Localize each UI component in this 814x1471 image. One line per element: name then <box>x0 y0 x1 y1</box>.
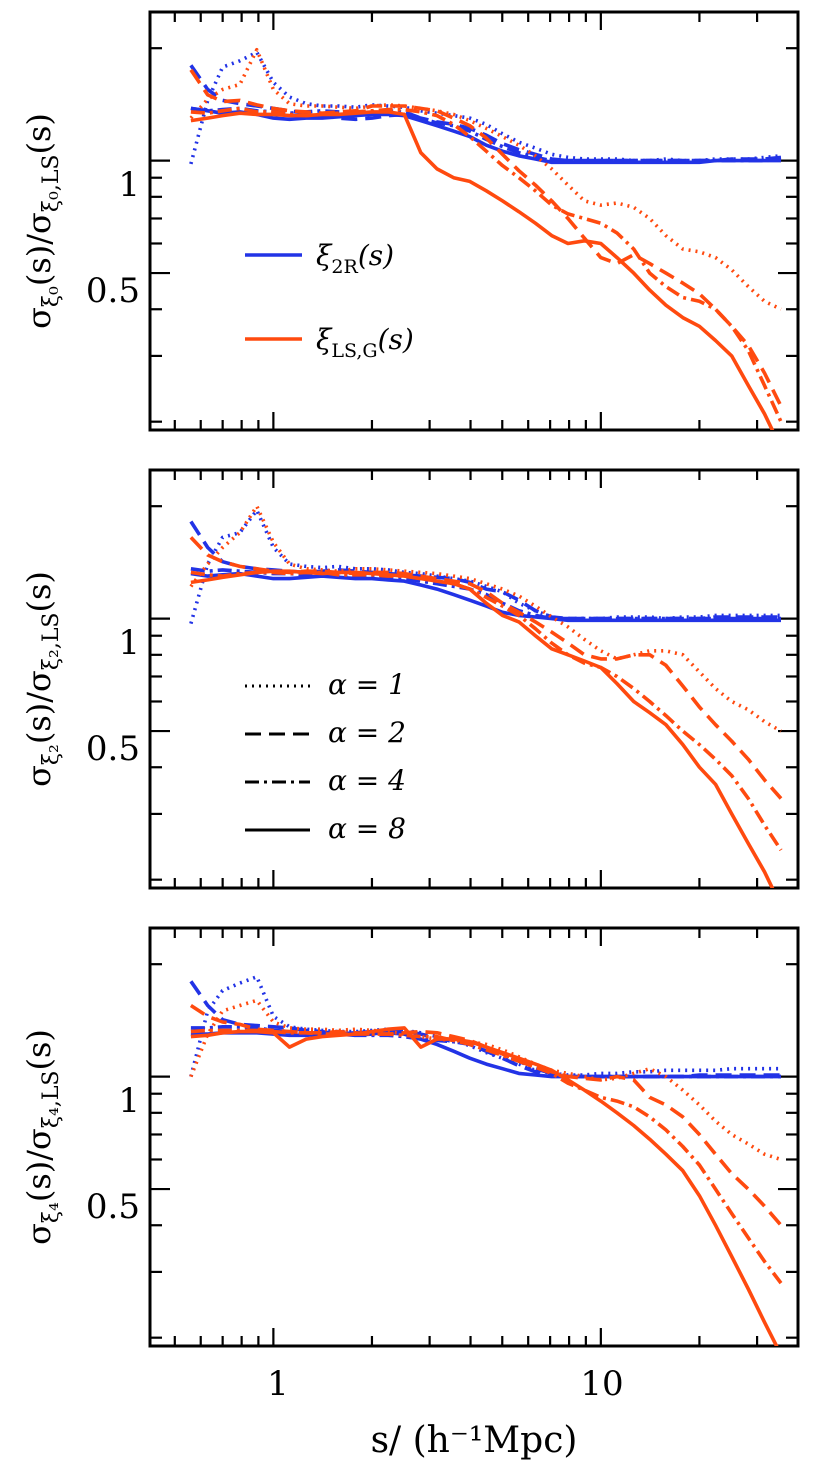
ylabel-xi4-post: (s) <box>20 1029 58 1070</box>
series-xi2-2r-a-4 <box>190 567 781 621</box>
y-axis-label-xi2: σξ₂(s)/σξ₂,LS(s) <box>20 571 64 787</box>
y-axis-label-xi0: σξ₀(s)/σξ₀,LS(s) <box>20 113 64 329</box>
series-xi0-lsg-a-4 <box>190 106 783 423</box>
legend-label-xiLSG: ξLS,G(s) <box>316 323 414 362</box>
panel-xi2-series <box>189 504 783 888</box>
series-xi4-lsg-a-8 <box>190 1026 779 1346</box>
series-xi0-lsg-a-2 <box>189 68 783 408</box>
ytick-label-0.5-panel-xi4: 0.5 <box>86 1187 140 1227</box>
ylabel-xi4-mid: (s)/σ <box>20 1128 58 1202</box>
ylabel-xi0-sub2: ξ₀,LS <box>39 154 64 212</box>
panel-xi4-series <box>189 974 783 1346</box>
series-xi4-2r-a-8 <box>190 1029 781 1079</box>
series-xi4-lsg-a-1 <box>189 998 782 1162</box>
ylabel-xi2-sub2: ξ₂,LS <box>39 612 64 670</box>
ylabel-xi0-pre: σ <box>20 307 58 329</box>
legend-xi2R-suffix: (s) <box>358 239 394 272</box>
series-xi2-2r-a-8 <box>190 571 781 623</box>
series-xi0-2r-a-8 <box>190 106 781 165</box>
legend-label-alpha-1: α = 1 <box>328 668 406 701</box>
series-xi2-lsg-a-4 <box>190 570 783 852</box>
legend-label-alpha-8: α = 8 <box>328 812 406 845</box>
ylabel-xi4-pre: σ <box>20 1223 58 1245</box>
legend-xi2R-sub: 2R <box>331 256 358 278</box>
y-axis-label-xi4: σξ₄(s)/σξ₄,LS(s) <box>20 1029 64 1245</box>
ylabel-xi0-post: (s) <box>20 113 58 154</box>
panel-xi2-frame <box>148 468 800 890</box>
series-layer <box>189 47 783 1346</box>
ytick-label-1-panel-xi0: 1 <box>118 165 140 205</box>
legend-label-alpha-2: α = 2 <box>328 716 406 749</box>
panel-xi0-frame <box>148 10 800 432</box>
series-xi0-lsg-a-1 <box>189 47 782 311</box>
series-xi2-lsg-a-8 <box>190 569 775 888</box>
ylabel-xi2-sub1: ξ₂ <box>39 744 64 765</box>
series-xi2-2r-a-2 <box>189 520 781 621</box>
legend-xiLSG-symbol: ξ <box>316 323 333 356</box>
legend-xi2R-symbol: ξ <box>316 239 333 272</box>
series-xi4-lsg-a-4 <box>190 1028 783 1285</box>
legend-xiLSG-sub: LS,G <box>331 340 377 362</box>
legend-label-alpha-4: α = 4 <box>328 764 406 797</box>
panel-xi4-frame <box>148 926 800 1348</box>
legend-alphas: α = 1 α = 2 α = 4 α = 8 <box>245 668 406 845</box>
legend-label-xi2R: ξ2R(s) <box>316 239 394 278</box>
ytick-label-1-panel-xi2: 1 <box>118 623 140 663</box>
ytick-label-1-panel-xi4: 1 <box>118 1081 140 1121</box>
axis-ticks <box>150 12 798 1346</box>
ylabel-xi0-mid: (s)/σ <box>20 212 58 286</box>
ylabel-xi2-pre: σ <box>20 765 58 787</box>
legend-colors: ξ2R(s) ξLS,G(s) <box>245 239 414 362</box>
ytick-label-0.5-panel-xi0: 0.5 <box>86 271 140 311</box>
series-xi2-lsg-a-1 <box>189 504 782 733</box>
ylabel-xi4-sub1: ξ₄ <box>39 1202 64 1223</box>
xtick-label-10: 10 <box>580 1364 623 1404</box>
series-xi0-lsg-a-8 <box>190 110 775 430</box>
ylabel-xi2-post: (s) <box>20 571 58 612</box>
ylabel-xi0-sub1: ξ₀ <box>39 286 64 307</box>
ylabel-xi2-mid: (s)/σ <box>20 670 58 744</box>
ytick-label-0.5-panel-xi2: 0.5 <box>86 729 140 769</box>
x-axis-label: s/ (h⁻¹Mpc) <box>371 1420 578 1461</box>
panel-xi0-series <box>189 47 783 430</box>
xtick-label-1: 1 <box>267 1364 289 1404</box>
ylabel-xi4-sub2: ξ₄,LS <box>39 1070 64 1128</box>
legend-xiLSG-suffix: (s) <box>378 323 414 356</box>
